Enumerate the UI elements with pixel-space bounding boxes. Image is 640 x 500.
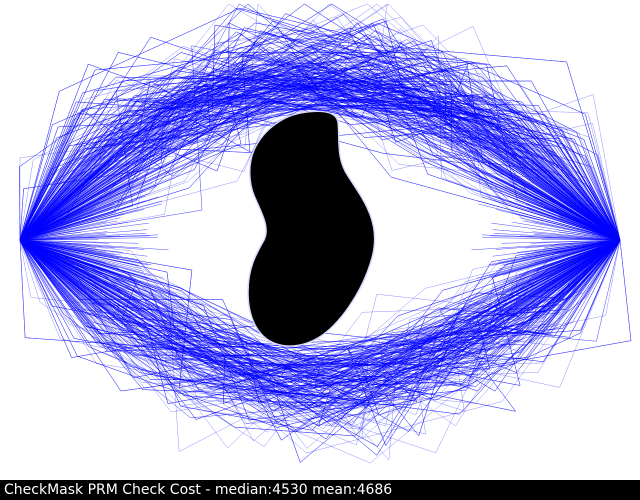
endpoint-fans	[19, 142, 621, 332]
planning-viewport	[19, 3, 632, 464]
prm-paths	[19, 3, 632, 464]
path-bundle	[19, 3, 632, 464]
obstacle-shape	[247, 110, 376, 347]
status-text: CheckMask PRM Check Cost - median:4530 m…	[4, 482, 393, 498]
status-bar: CheckMask PRM Check Cost - median:4530 m…	[0, 480, 640, 500]
prm-path-canvas	[19, 3, 632, 464]
